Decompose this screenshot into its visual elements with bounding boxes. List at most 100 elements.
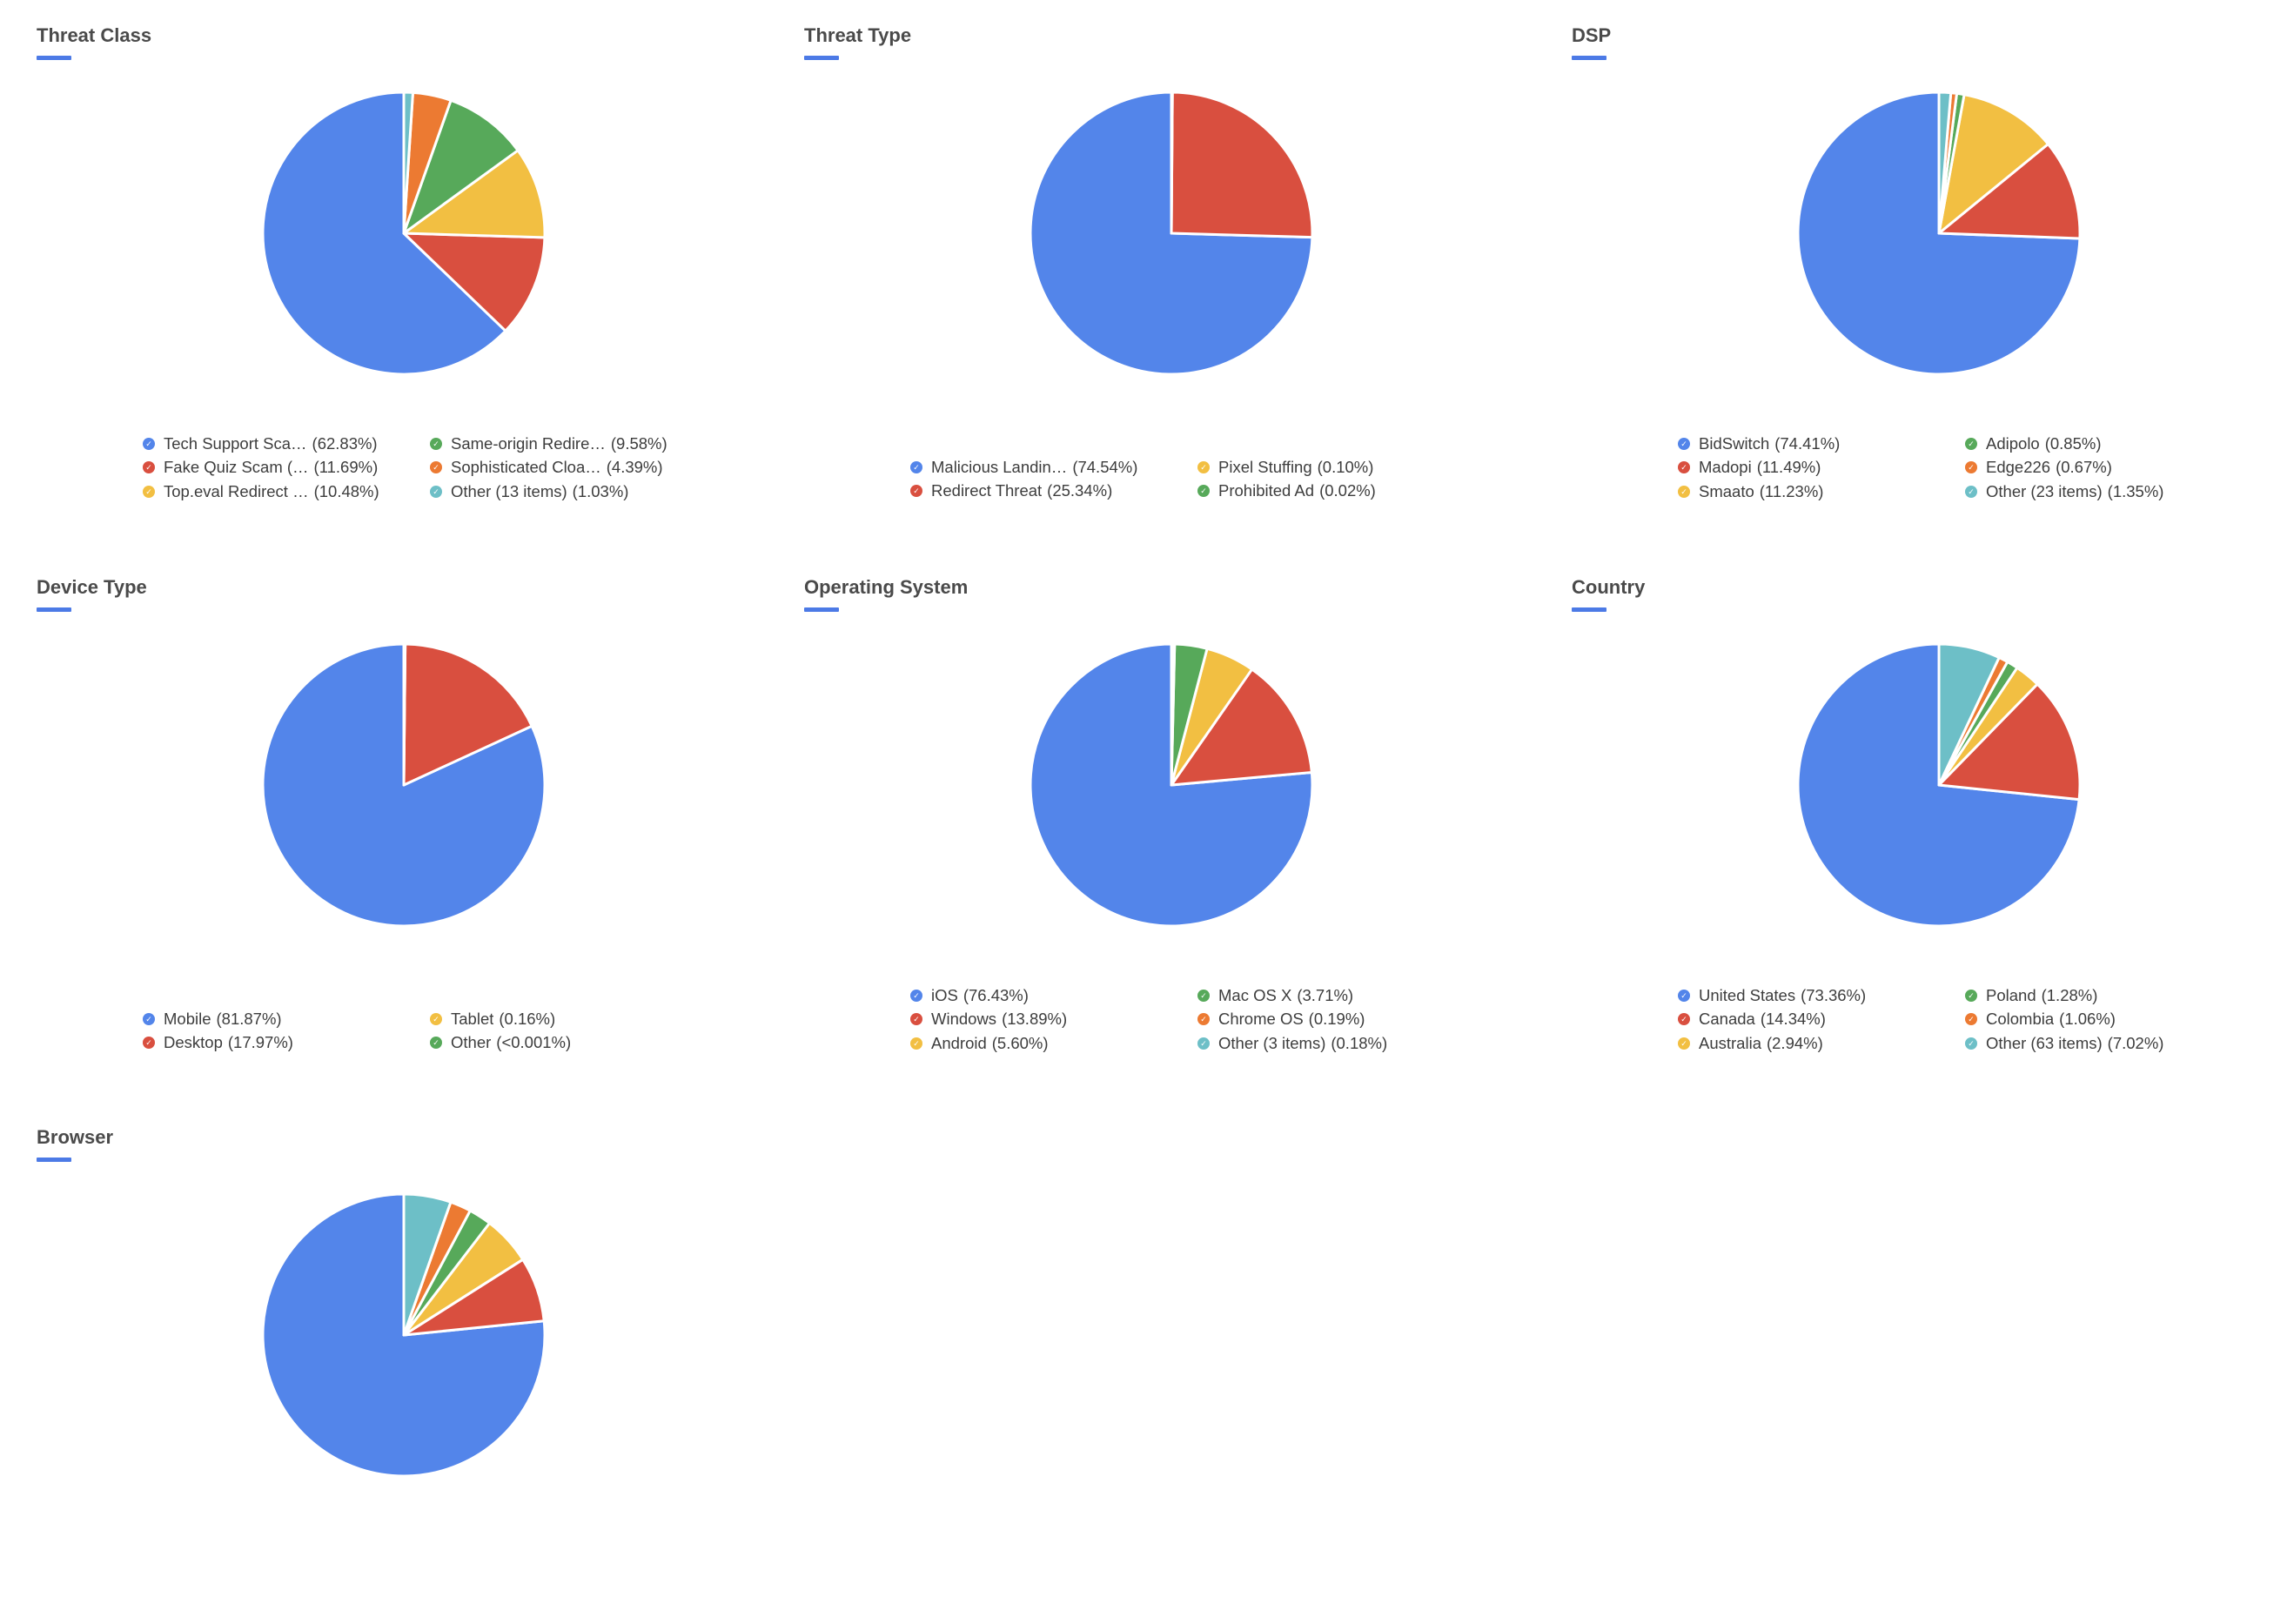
check-icon[interactable]: ✓ [1678, 1013, 1690, 1025]
legend-name: Other (23 items) [1986, 482, 2103, 501]
check-icon[interactable]: ✓ [1678, 990, 1690, 1002]
pie-chart[interactable] [258, 87, 550, 379]
legend-item[interactable]: ✓Other (23 items)(1.35%) [1965, 480, 2163, 503]
legend-item[interactable]: ✓Redirect Threat(25.34%) [910, 480, 1112, 503]
legend-percent: (7.02%) [2108, 1034, 2164, 1053]
check-icon[interactable]: ✓ [910, 990, 922, 1002]
legend-item[interactable]: ✓Android(5.60%) [910, 1031, 1049, 1055]
legend-item[interactable]: ✓Poland(1.28%) [1965, 983, 2097, 1007]
check-icon[interactable]: ✓ [910, 461, 922, 473]
legend-item[interactable]: ✓Top.eval Redirect …(10.48%) [143, 480, 379, 503]
check-icon[interactable]: ✓ [143, 486, 155, 498]
pie-chart[interactable] [1025, 639, 1318, 931]
legend-label: Malicious Landin…(74.54%) [931, 458, 1137, 477]
check-icon[interactable]: ✓ [1197, 485, 1210, 497]
check-icon[interactable]: ✓ [910, 1013, 922, 1025]
legend-item[interactable]: ✓Canada(14.34%) [1678, 1008, 1826, 1031]
pie-slice-redirect-threat[interactable] [1171, 92, 1312, 238]
check-icon[interactable]: ✓ [430, 1013, 442, 1025]
pie-slice-other-3-items[interactable] [1171, 644, 1173, 785]
legend-item[interactable]: ✓Sophisticated Cloa…(4.39%) [430, 456, 663, 480]
check-icon[interactable]: ✓ [143, 461, 155, 473]
legend-item[interactable]: ✓United States(73.36%) [1678, 983, 1866, 1007]
check-icon[interactable]: ✓ [430, 1037, 442, 1049]
pie-chart[interactable] [1793, 87, 2085, 379]
check-icon[interactable]: ✓ [1678, 1037, 1690, 1050]
legend-item[interactable]: ✓Windows(13.89%) [910, 1008, 1067, 1031]
legend-item[interactable]: ✓Pixel Stuffing(0.10%) [1197, 455, 1373, 479]
legend-item[interactable]: ✓BidSwitch(74.41%) [1678, 432, 1840, 455]
check-icon[interactable]: ✓ [1197, 1037, 1210, 1050]
check-icon[interactable]: ✓ [1197, 1013, 1210, 1025]
check-icon[interactable]: ✓ [1965, 486, 1977, 498]
check-icon[interactable]: ✓ [1965, 1037, 1977, 1050]
chart-title: Device Type [37, 576, 147, 599]
check-icon[interactable]: ✓ [1678, 461, 1690, 473]
legend-label: Mac OS X(3.71%) [1218, 986, 1353, 1005]
check-icon[interactable]: ✓ [1965, 461, 1977, 473]
legend-item[interactable]: ✓Tablet(0.16%) [430, 1007, 555, 1030]
check-icon[interactable]: ✓ [143, 1013, 155, 1025]
legend-item[interactable]: ✓ Other (13 items)(1.03%) [430, 480, 628, 503]
chart-legend: ✓BidSwitch(74.41%)✓Madopi(11.49%)✓Smaato… [1678, 432, 2252, 536]
legend-percent: (0.18%) [1331, 1034, 1387, 1053]
legend-label: Other (13 items)(1.03%) [451, 482, 628, 501]
pie-chart[interactable] [258, 1189, 550, 1481]
legend-percent: (4.39%) [607, 458, 663, 477]
legend-percent: (14.34%) [1761, 1010, 1826, 1029]
check-icon[interactable]: ✓ [910, 485, 922, 497]
check-icon[interactable]: ✓ [1965, 438, 1977, 450]
title-underline [1572, 56, 1606, 60]
legend-label: Same-origin Redire…(9.58%) [451, 434, 667, 453]
check-icon[interactable]: ✓ [1197, 990, 1210, 1002]
check-icon[interactable]: ✓ [910, 1037, 922, 1050]
check-icon[interactable]: ✓ [1197, 461, 1210, 473]
legend-percent: (1.28%) [2042, 986, 2098, 1005]
legend-item[interactable]: ✓Smaato(11.23%) [1678, 480, 1823, 503]
legend-percent: (3.71%) [1297, 986, 1353, 1005]
legend-item[interactable]: ✓Other (63 items)(7.02%) [1965, 1031, 2163, 1055]
check-icon[interactable]: ✓ [430, 438, 442, 450]
chart-legend: ✓Mobile(81.87%)✓Desktop(17.97%)✓Tablet(0… [143, 1007, 717, 1111]
legend-label: Madopi(11.49%) [1699, 458, 1821, 477]
legend-item[interactable]: ✓Tech Support Sca…(62.83%) [143, 432, 378, 455]
legend-item[interactable]: ✓Colombia(1.06%) [1965, 1008, 2116, 1031]
legend-item[interactable]: ✓ Madopi(11.49%) [1678, 456, 1821, 480]
legend-item[interactable]: ✓ Same-origin Redire…(9.58%) [430, 432, 667, 455]
legend-item[interactable]: ✓Australia(2.94%) [1678, 1031, 1823, 1055]
legend-item[interactable]: ✓ Prohibited Ad(0.02%) [1197, 480, 1376, 503]
legend-item[interactable]: ✓ Desktop(17.97%) [143, 1031, 293, 1055]
title-underline [1572, 607, 1606, 612]
check-icon[interactable]: ✓ [430, 486, 442, 498]
legend-item[interactable]: ✓Other(<0.001%) [430, 1031, 571, 1055]
pie-chart[interactable] [1025, 87, 1318, 379]
legend-percent: (17.97%) [228, 1033, 293, 1052]
legend-item[interactable]: ✓iOS(76.43%) [910, 983, 1029, 1007]
check-icon[interactable]: ✓ [1678, 486, 1690, 498]
legend-percent: (9.58%) [611, 434, 667, 453]
check-icon[interactable]: ✓ [1965, 990, 1977, 1002]
legend-label: Edge226(0.67%) [1986, 458, 2112, 477]
legend-percent: (0.16%) [499, 1010, 555, 1029]
legend-item[interactable]: ✓Chrome OS(0.19%) [1197, 1008, 1365, 1031]
legend-percent: (0.02%) [1319, 481, 1376, 500]
pie-chart[interactable] [258, 639, 550, 931]
legend-name: Pixel Stuffing [1218, 458, 1312, 477]
legend-item[interactable]: ✓Adipolo(0.85%) [1965, 432, 2102, 455]
legend-item[interactable]: ✓ Malicious Landin…(74.54%) [910, 455, 1137, 479]
legend-item[interactable]: ✓ Edge226(0.67%) [1965, 456, 2112, 480]
check-icon[interactable]: ✓ [430, 461, 442, 473]
pie-chart[interactable] [1793, 639, 2085, 931]
legend-label: Desktop(17.97%) [164, 1033, 293, 1052]
legend-item[interactable]: ✓Fake Quiz Scam (…(11.69%) [143, 456, 378, 480]
check-icon[interactable]: ✓ [1965, 1013, 1977, 1025]
legend-label: Prohibited Ad(0.02%) [1218, 481, 1376, 500]
check-icon[interactable]: ✓ [143, 438, 155, 450]
check-icon[interactable]: ✓ [143, 1037, 155, 1049]
legend-item[interactable]: ✓Other (3 items)(0.18%) [1197, 1031, 1387, 1055]
legend-item[interactable]: ✓ Mac OS X(3.71%) [1197, 983, 1353, 1007]
legend-item[interactable]: ✓Mobile(81.87%) [143, 1007, 282, 1030]
chart-legend: ✓Tech Support Sca…(62.83%)✓Fake Quiz Sca… [143, 432, 717, 536]
check-icon[interactable]: ✓ [1678, 438, 1690, 450]
legend-percent: (0.67%) [2056, 458, 2112, 477]
